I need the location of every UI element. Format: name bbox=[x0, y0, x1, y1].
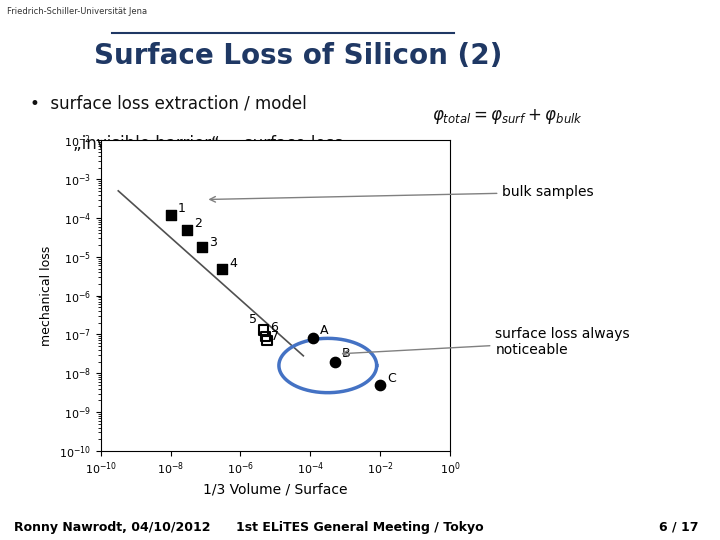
Text: 6: 6 bbox=[270, 321, 277, 334]
Text: 6 / 17: 6 / 17 bbox=[659, 521, 698, 534]
Text: 5: 5 bbox=[249, 313, 258, 326]
Text: $\varphi_{total} = \varphi_{surf} + \varphi_{bulk}$: $\varphi_{total} = \varphi_{surf} + \var… bbox=[432, 106, 582, 126]
Text: A: A bbox=[320, 324, 328, 337]
Text: „invisible barrier“ = surface loss: „invisible barrier“ = surface loss bbox=[73, 135, 343, 153]
Point bbox=[260, 332, 271, 341]
Text: Surface Loss of Silicon (2): Surface Loss of Silicon (2) bbox=[94, 42, 502, 70]
Point bbox=[329, 357, 341, 366]
Point bbox=[261, 336, 273, 345]
Text: 7: 7 bbox=[271, 330, 279, 343]
Text: 4: 4 bbox=[229, 257, 237, 270]
Text: Ronny Nawrodt, 04/10/2012: Ronny Nawrodt, 04/10/2012 bbox=[14, 521, 211, 534]
Point bbox=[197, 242, 208, 251]
Text: surface loss always
noticeable: surface loss always noticeable bbox=[343, 327, 630, 357]
Point bbox=[181, 225, 193, 234]
X-axis label: 1/3 Volume / Surface: 1/3 Volume / Surface bbox=[203, 483, 348, 497]
Text: C: C bbox=[387, 372, 396, 385]
Point bbox=[165, 211, 176, 219]
Y-axis label: mechanical loss: mechanical loss bbox=[40, 246, 53, 346]
Text: 1: 1 bbox=[178, 202, 186, 215]
Text: 1st ELiTES General Meeting / Tokyo: 1st ELiTES General Meeting / Tokyo bbox=[236, 521, 484, 534]
Text: •  surface loss extraction / model: • surface loss extraction / model bbox=[30, 94, 307, 112]
Text: Friedrich-Schiller-Universität Jena: Friedrich-Schiller-Universität Jena bbox=[7, 7, 148, 16]
Text: B: B bbox=[342, 347, 351, 360]
Point bbox=[258, 326, 269, 334]
Text: 3: 3 bbox=[209, 235, 217, 248]
Point bbox=[374, 381, 386, 389]
Text: bulk samples: bulk samples bbox=[210, 185, 594, 202]
Point bbox=[217, 264, 228, 273]
Text: 2: 2 bbox=[194, 217, 202, 230]
Point bbox=[307, 334, 319, 342]
